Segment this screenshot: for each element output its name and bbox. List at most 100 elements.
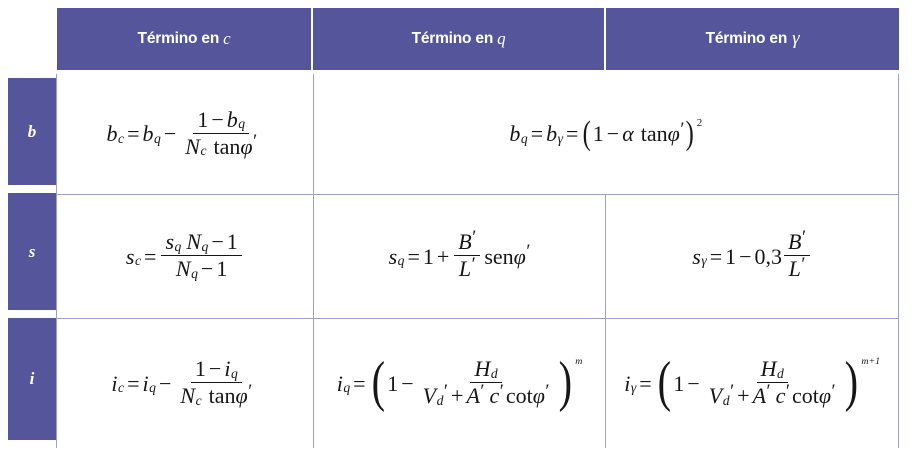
prime-mark15: ′ bbox=[785, 380, 790, 402]
header-cell-termino-en-q: Término en q bbox=[313, 8, 606, 70]
sym-phi2: φ bbox=[667, 121, 680, 146]
exponent-m: m bbox=[575, 355, 583, 367]
table-header-row: Término en c Término en q Término en γ bbox=[57, 8, 899, 70]
left-paren-icon-2: ( bbox=[371, 351, 385, 414]
num-zero-three: 0,3 bbox=[754, 243, 783, 269]
sym-i4: i bbox=[336, 370, 343, 396]
num-one7: 1 bbox=[194, 356, 206, 382]
sub-q: q bbox=[154, 130, 161, 146]
prime-mark8: ′ bbox=[248, 380, 253, 402]
op-minus2: − bbox=[211, 106, 224, 132]
header-symbol-gamma: γ bbox=[792, 28, 800, 49]
sub-q6: q bbox=[191, 265, 198, 281]
sym-b2: b bbox=[142, 121, 154, 146]
exponent-two: 2 bbox=[696, 117, 703, 130]
left-paren-icon: ( bbox=[583, 114, 592, 152]
exponent-m-plus-1: m+1 bbox=[861, 355, 881, 367]
prime-mark7: ′ bbox=[801, 253, 806, 275]
sym-A2: A bbox=[752, 383, 767, 409]
sym-N: N bbox=[185, 133, 200, 159]
sub-gamma: γ bbox=[557, 130, 564, 146]
fraction-b-over-l: B ′ L ′ bbox=[454, 226, 481, 282]
sym-s2: s bbox=[165, 229, 175, 255]
sub-d: d bbox=[490, 365, 498, 381]
sym-A: A bbox=[466, 383, 480, 409]
op-equals7: = bbox=[127, 370, 140, 396]
right-paren-icon: ) bbox=[686, 114, 695, 152]
row-label-i-text: i bbox=[29, 369, 35, 388]
row-label-s: s bbox=[8, 193, 56, 310]
sym-V2: V bbox=[708, 383, 723, 409]
fraction-numerator: 1− b q bbox=[193, 106, 250, 134]
op-minus10: − bbox=[687, 370, 700, 396]
sym-s4: s bbox=[692, 243, 701, 269]
fraction-numerator-b2: B ′ bbox=[784, 228, 811, 257]
prime-mark5: ′ bbox=[526, 241, 531, 263]
sym-s: s bbox=[125, 243, 135, 269]
op-plus: + bbox=[436, 243, 450, 269]
op-minus7: − bbox=[158, 370, 172, 396]
right-paren-icon-2: ) bbox=[558, 351, 572, 414]
op-minus3: − bbox=[606, 121, 620, 146]
sub-c4: c bbox=[118, 380, 125, 396]
header-cell-termino-en-c: Término en c bbox=[57, 8, 313, 70]
left-paren-icon-3: ( bbox=[657, 351, 671, 414]
sym-L: L bbox=[458, 256, 472, 282]
sym-c: c bbox=[489, 383, 500, 409]
sym-phi: φ bbox=[240, 133, 253, 159]
sym-b3: b bbox=[226, 106, 238, 132]
op-equals2: = bbox=[530, 121, 544, 146]
sub-q8: q bbox=[149, 380, 156, 396]
func-cot2: cot bbox=[791, 383, 819, 409]
header-cell-termino-en-gamma: Término en γ bbox=[606, 8, 899, 70]
func-tan: tan bbox=[213, 133, 241, 159]
fraction-b-over-l-2: B ′ L ′ bbox=[784, 228, 811, 280]
sym-phi3: φ bbox=[513, 243, 526, 269]
row-label-b: b bbox=[8, 78, 56, 185]
fraction-numerator-b: B ′ bbox=[454, 226, 481, 257]
num-one: 1 bbox=[197, 106, 209, 132]
power-group-squared: ( 1− α tan φ ′ ) 2 bbox=[581, 114, 703, 152]
header-label-gamma-prefix: Término en bbox=[705, 30, 788, 47]
header-symbol-q: q bbox=[497, 29, 506, 48]
op-equals8: = bbox=[353, 370, 366, 396]
func-tan3: tan bbox=[208, 383, 236, 409]
header-label-c-prefix: Término en bbox=[137, 30, 220, 47]
prime-mark3: ′ bbox=[472, 226, 477, 248]
sym-b5: b bbox=[546, 121, 558, 146]
func-sen: sen bbox=[484, 243, 514, 269]
prime-mark16: ′ bbox=[831, 380, 836, 402]
sym-i3: i bbox=[224, 356, 231, 382]
num-one8: 1 bbox=[387, 370, 399, 396]
num-one3: 1 bbox=[226, 229, 238, 255]
sub-c: c bbox=[118, 130, 125, 146]
prime-mark13: ′ bbox=[730, 380, 735, 402]
sub-q10: q bbox=[343, 380, 351, 396]
sub-d3: d bbox=[777, 365, 784, 381]
prime-mark12: ′ bbox=[545, 380, 550, 402]
row-label-s-text: s bbox=[28, 241, 36, 261]
sym-alpha: α bbox=[622, 121, 634, 146]
sub-gamma2: γ bbox=[701, 253, 707, 269]
